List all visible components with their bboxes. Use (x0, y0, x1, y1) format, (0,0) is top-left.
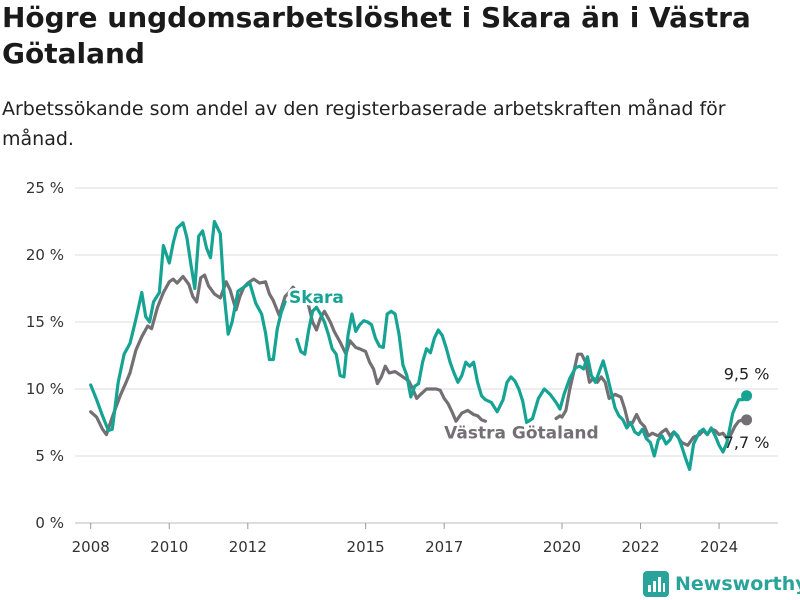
x-tick-label: 2024 (700, 538, 738, 556)
vastra-gotaland-series-label-halo: Västra Götaland (444, 424, 599, 444)
chart-title: Högre ungdomsarbetslöshet i Skara än i V… (2, 1, 751, 70)
x-tick-label: 2010 (150, 538, 188, 556)
skara-series-label: Skara (289, 288, 344, 308)
y-tick-label: 10 % (26, 380, 64, 398)
vastra-gotaland-end-point (741, 414, 753, 426)
x-tick-label: 2012 (229, 538, 267, 556)
y-tick-label: 5 % (35, 447, 64, 465)
series-lines (89, 219, 753, 471)
vastra-gotaland-series-label: Västra Götaland (444, 424, 599, 444)
y-tick-label: 25 % (26, 179, 64, 197)
newsworthy-logo-icon (643, 571, 669, 597)
skara-line (295, 305, 749, 471)
skara-end-label: 9,5 % (724, 365, 770, 384)
x-tick-label: 2022 (621, 538, 659, 556)
vastra-gotaland-line (554, 352, 749, 447)
chart-subtitle: Arbetssökande som andel av den registerb… (2, 98, 726, 150)
y-tick-label: 0 % (35, 514, 64, 532)
newsworthy-logo: Newsworthy (643, 568, 800, 600)
x-tick-label: 2020 (543, 538, 581, 556)
skara-end-point (741, 390, 753, 402)
x-tick-label: 2015 (347, 538, 385, 556)
x-tick-label: 2017 (425, 538, 463, 556)
axis-ticks: 0 % 5 % 10 % 15 % 20 % 25 % 2008 2010 2012 2015 20… (26, 179, 738, 556)
skara-line (89, 219, 287, 433)
vastra-gotaland-line (89, 273, 487, 437)
newsworthy-logo-text: Newsworthy (675, 573, 800, 595)
vastra-gotaland-end-label: 7,7 % (724, 433, 770, 452)
grid-lines (75, 187, 778, 524)
y-tick-label: 15 % (26, 313, 64, 331)
skara-series-label-halo: Skara (289, 288, 344, 308)
y-tick-label: 20 % (26, 246, 64, 264)
x-tick-label: 2008 (72, 538, 110, 556)
